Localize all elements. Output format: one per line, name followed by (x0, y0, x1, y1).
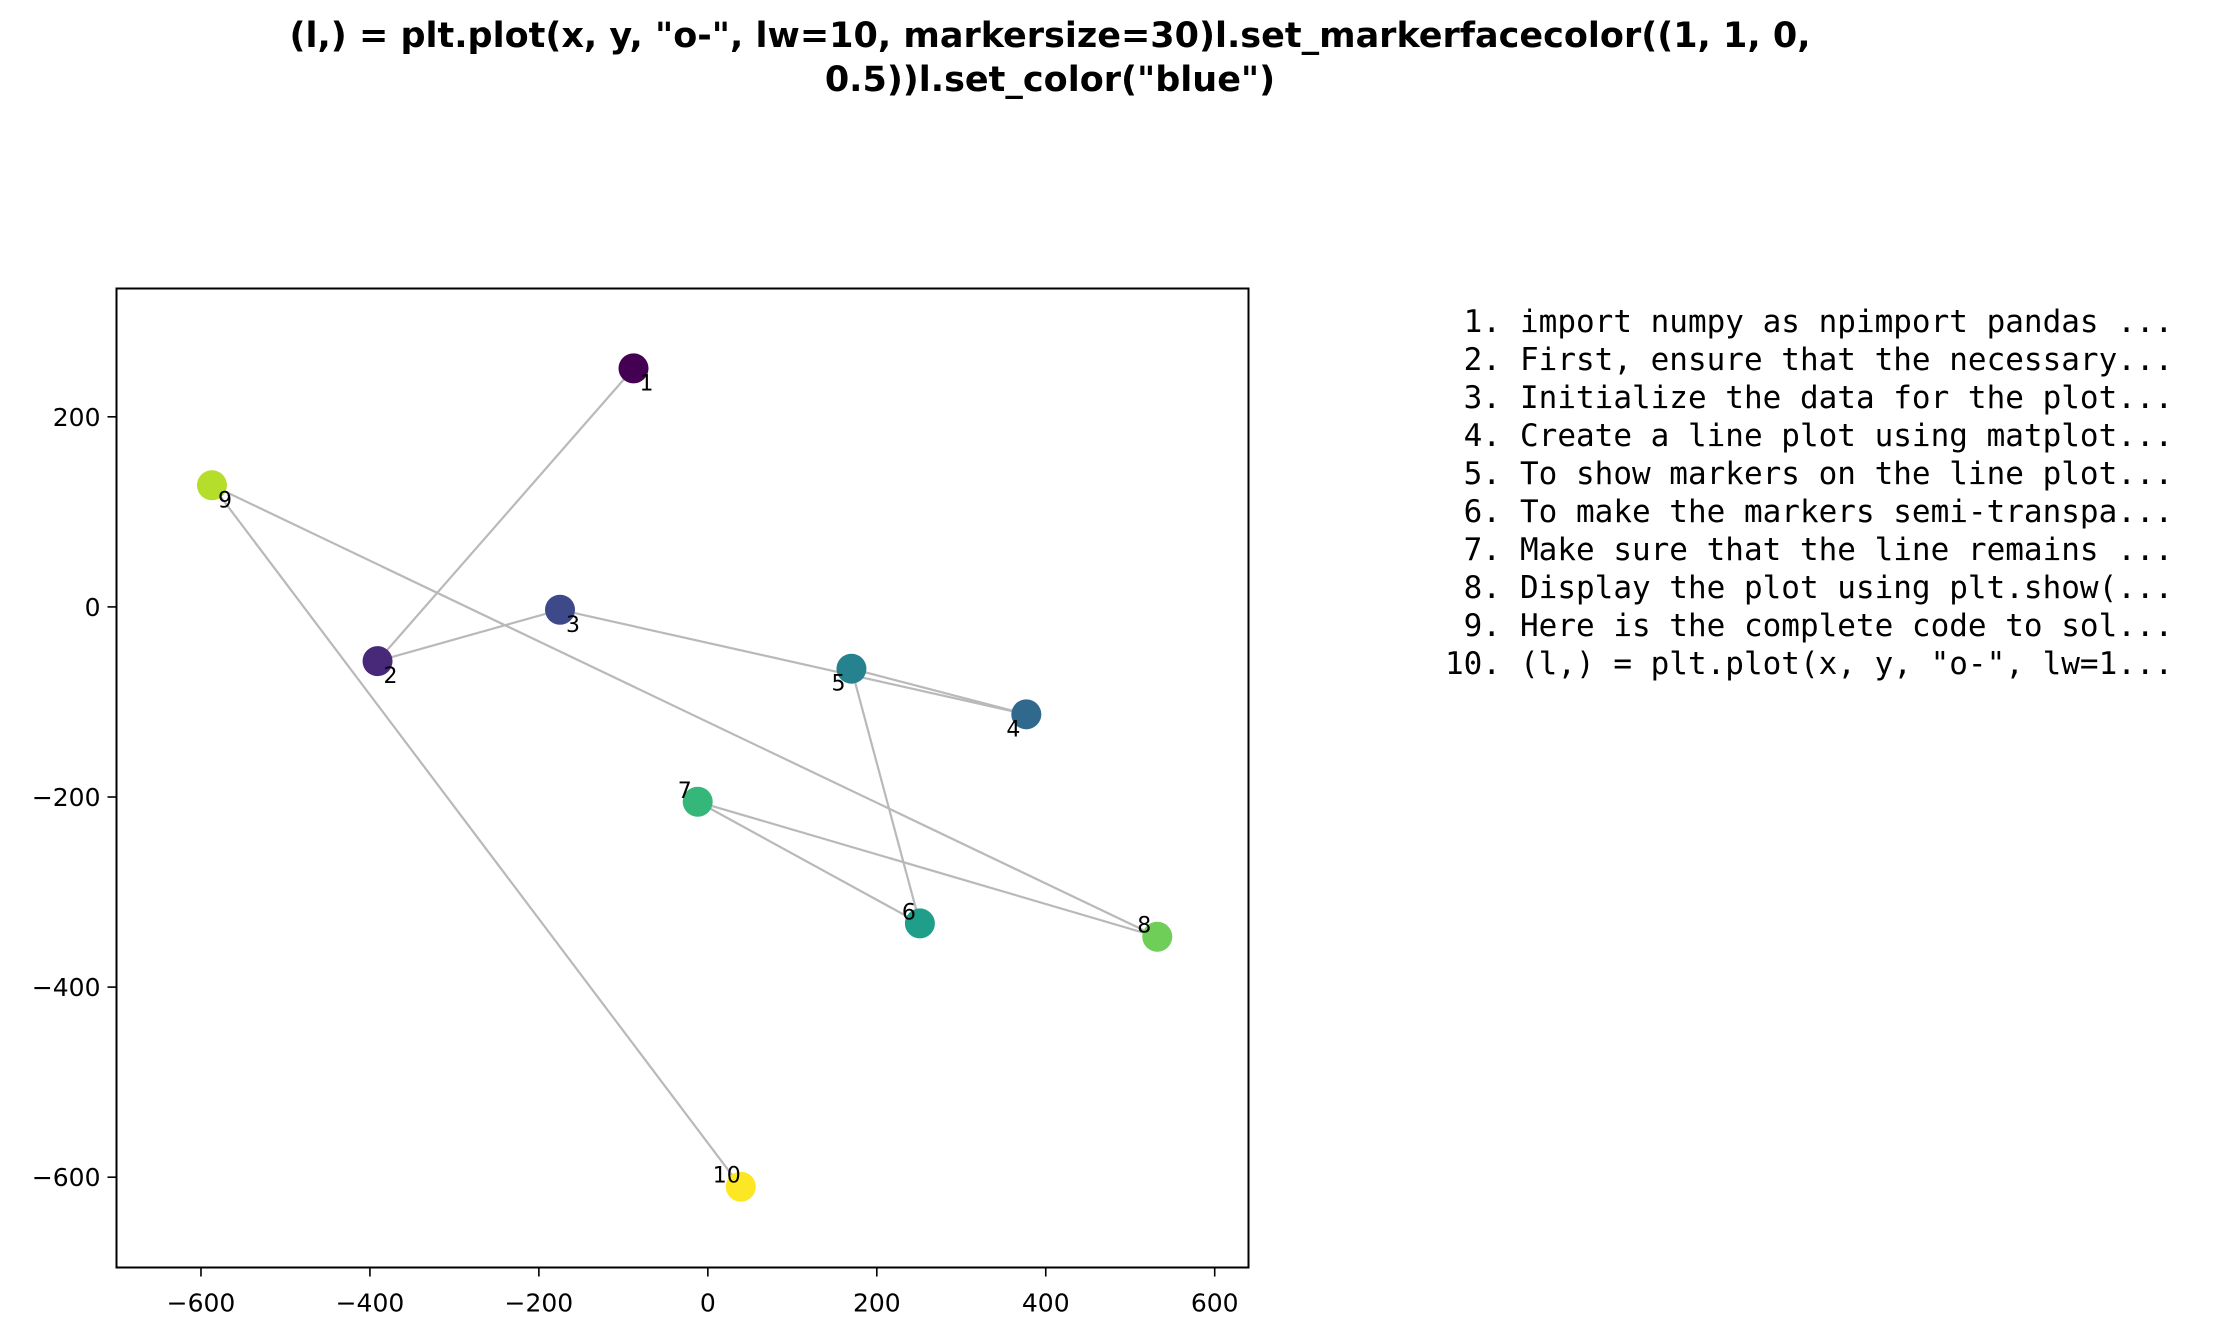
step-number: 2. (1463, 342, 1501, 378)
step-item: 9. Here is the complete code to sol... (1420, 607, 2174, 645)
step-number: 7. (1463, 532, 1501, 568)
chart-title: (l,) = plt.plot(x, y, "o-", lw=10, marke… (0, 14, 2100, 102)
connector-segment (211, 484, 742, 1188)
y-tick-label: 200 (53, 403, 101, 432)
connector-segment (697, 800, 1158, 938)
data-point-8 (1142, 921, 1173, 952)
x-axis: −600 −400 −200 0 200 400 600 (167, 1267, 1239, 1318)
data-markers (196, 353, 1173, 1202)
step-text: First, ensure that the necessary... (1520, 342, 2174, 378)
y-tick-label: −200 (32, 783, 101, 812)
point-labels: 1 2 3 4 5 6 7 8 9 10 (218, 371, 1151, 1188)
data-point-5 (836, 653, 867, 684)
x-tick-label: −400 (336, 1289, 405, 1318)
connector-segment (850, 668, 921, 924)
plot-frame (115, 287, 1250, 1269)
data-point-1 (618, 353, 649, 384)
x-tick-label: 600 (1191, 1289, 1239, 1318)
steps-list: 1. import numpy as npimport pandas ... 2.… (1420, 303, 2173, 683)
step-number: 1. (1463, 304, 1501, 340)
step-text: To show markers on the line plot... (1520, 456, 2174, 492)
x-tick-label: −600 (167, 1289, 236, 1318)
step-item: 6. To make the markers semi-transpa... (1420, 493, 2174, 531)
step-item: 10. (l,) = plt.plot(x, y, "o-", lw=1... (1420, 645, 2173, 683)
step-text: Here is the complete code to sol... (1520, 608, 2174, 644)
step-number: 3. (1463, 380, 1501, 416)
point-label-3: 3 (566, 613, 580, 638)
x-tick-label: −200 (505, 1289, 574, 1318)
data-point-4 (1011, 699, 1042, 730)
data-point-2 (362, 646, 393, 677)
step-number: 4. (1463, 418, 1501, 454)
step-number: 10. (1445, 646, 1501, 682)
connector-segment (377, 608, 561, 663)
step-text: To make the markers semi-transpa... (1520, 494, 2174, 530)
connector-segment (559, 608, 1027, 716)
step-text: Create a line plot using matplot... (1520, 418, 2174, 454)
point-label-4: 4 (1006, 717, 1020, 742)
step-text: import numpy as npimport pandas ... (1520, 304, 2174, 340)
step-text: Display the plot using plt.show(... (1520, 570, 2174, 606)
step-text: (l,) = plt.plot(x, y, "o-", lw=1... (1520, 646, 2174, 682)
step-item: 7. Make sure that the line remains ... (1420, 531, 2174, 569)
data-point-6 (904, 908, 935, 939)
point-label-5: 5 (831, 672, 845, 697)
data-point-3 (545, 594, 576, 625)
y-tick-label: −600 (32, 1163, 101, 1192)
step-item: 1. import numpy as npimport pandas ... (1420, 303, 2174, 341)
point-label-9: 9 (218, 488, 232, 513)
connector-lines (211, 367, 1158, 1188)
point-label-1: 1 (640, 371, 654, 396)
step-text: Initialize the data for the plot... (1520, 380, 2174, 416)
data-point-9 (196, 470, 227, 501)
y-tick-label: −400 (32, 973, 101, 1002)
step-number: 6. (1463, 494, 1501, 530)
data-point-10 (725, 1171, 756, 1202)
step-number: 8. (1463, 570, 1501, 606)
y-tick-label: 0 (85, 593, 101, 622)
connector-segment (211, 484, 1158, 938)
step-number: 5. (1463, 456, 1501, 492)
step-item: 5. To show markers on the line plot... (1420, 455, 2174, 493)
point-label-8: 8 (1137, 914, 1151, 939)
title-line-2: 0.5))l.set_color("blue") (824, 60, 1276, 100)
data-point-7 (682, 786, 713, 817)
connector-segment (376, 367, 635, 662)
step-item: 8. Display the plot using plt.show(... (1420, 569, 2174, 607)
step-item: 2. First, ensure that the necessary... (1420, 341, 2174, 379)
x-tick-label: 400 (1022, 1289, 1070, 1318)
step-item: 3. Initialize the data for the plot... (1420, 379, 2174, 417)
step-text: Make sure that the line remains ... (1520, 532, 2174, 568)
step-item: 4. Create a line plot using matplot... (1420, 417, 2174, 455)
point-label-2: 2 (384, 664, 398, 689)
y-axis: 200 0 −200 −400 −600 (32, 403, 117, 1192)
step-number: 9. (1463, 608, 1501, 644)
point-label-6: 6 (902, 900, 916, 925)
x-tick-label: 200 (853, 1289, 901, 1318)
title-line-1: (l,) = plt.plot(x, y, "o-", lw=10, marke… (289, 16, 1811, 56)
point-label-10: 10 (713, 1164, 741, 1189)
connector-segment (851, 667, 1027, 716)
x-tick-label: 0 (700, 1289, 716, 1318)
point-label-7: 7 (678, 779, 692, 804)
connector-segment (697, 800, 921, 925)
